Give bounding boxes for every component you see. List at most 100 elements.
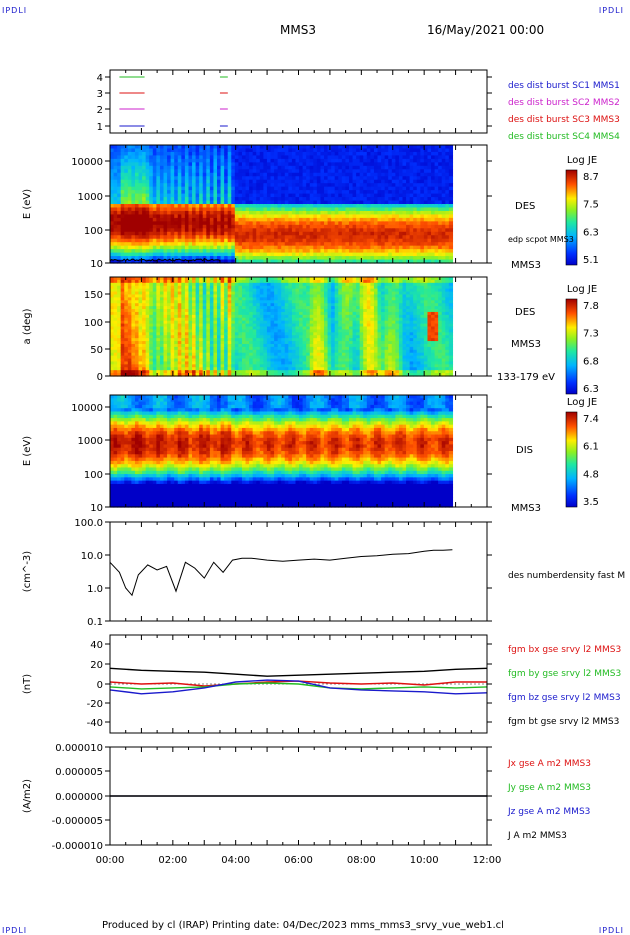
- heatmap-cell: [156, 259, 161, 264]
- heatmap-cell: [259, 228, 264, 233]
- heatmap-cell: [174, 190, 179, 195]
- heatmap-cell: [231, 338, 236, 342]
- heatmap-cell: [249, 279, 254, 284]
- heatmap-cell: [163, 204, 168, 209]
- heatmap-cell: [124, 343, 129, 348]
- heatmap-cell: [188, 176, 193, 181]
- heatmap-cell: [266, 277, 272, 281]
- heatmap-cell: [231, 306, 236, 310]
- heatmap-cell: [291, 238, 297, 243]
- heatmap-cell: [256, 242, 261, 247]
- heatmap-cell: [199, 151, 204, 157]
- heatmap-cell: [270, 259, 275, 264]
- heatmap-cell: [195, 256, 200, 261]
- heatmap-cell: [274, 364, 279, 368]
- heatmap-cell: [224, 197, 229, 202]
- heatmap-cell: [249, 320, 254, 325]
- heatmap-cell: [202, 210, 207, 216]
- heatmap-cell: [241, 364, 247, 368]
- heatmap-cell: [217, 343, 222, 348]
- heatmap-cell: [120, 190, 125, 195]
- heatmap-cell: [113, 352, 118, 357]
- heatmap-cell: [288, 165, 293, 170]
- heatmap-cell: [384, 186, 389, 191]
- heatmap-cell: [188, 221, 193, 226]
- heatmap-cell: [124, 291, 129, 296]
- heatmap-cell: [138, 346, 143, 351]
- heatmap-cell: [120, 224, 125, 229]
- heatmap-cell: [398, 228, 404, 233]
- heatmap-cell: [231, 320, 236, 325]
- heatmap-cell: [309, 256, 314, 261]
- heatmap-cell: [120, 364, 125, 368]
- heatmap-cell: [174, 176, 179, 181]
- heatmap-cell: [238, 317, 243, 322]
- heatmap-cell: [274, 176, 279, 181]
- heatmap-cell: [398, 221, 404, 226]
- heatmap-cell: [238, 277, 243, 281]
- heatmap-cell: [234, 158, 240, 163]
- heatmap-cell: [438, 158, 443, 163]
- heatmap-cell: [309, 162, 314, 167]
- heatmap-cell: [324, 200, 329, 205]
- heatmap-cell: [170, 291, 175, 296]
- heatmap-cell: [209, 314, 215, 319]
- heatmap-cell: [152, 326, 157, 331]
- heatmap-cell: [113, 252, 118, 257]
- heatmap-cell: [263, 335, 268, 339]
- heatmap-cell: [245, 343, 250, 348]
- heatmap-cell: [345, 145, 350, 150]
- heatmap-cell: [241, 300, 247, 304]
- heatmap-cell: [395, 151, 400, 157]
- heatmap-cell: [220, 249, 225, 254]
- heatmap-cell: [127, 214, 133, 219]
- heatmap-cell: [131, 285, 136, 290]
- heatmap-cell: [134, 346, 140, 351]
- heatmap-cell: [402, 204, 407, 209]
- heatmap-cell: [145, 317, 150, 322]
- heatmap-cell: [124, 204, 129, 209]
- heatmap-cell: [156, 329, 161, 333]
- heatmap-cell: [156, 320, 161, 325]
- heatmap-cell: [274, 190, 279, 195]
- heatmap-cell: [391, 193, 396, 198]
- heatmap-cell: [159, 349, 165, 354]
- heatmap-cell: [199, 200, 204, 205]
- heatmap-cell: [156, 277, 161, 281]
- heatmap-cell: [177, 317, 182, 322]
- heatmap-cell: [167, 373, 172, 377]
- heatmap-cell: [288, 256, 293, 261]
- heatmap-cell: [434, 235, 439, 240]
- heatmap-cell: [349, 176, 354, 181]
- heatmap-cell: [142, 200, 147, 205]
- heatmap-cell: [202, 249, 207, 254]
- heatmap-cell: [138, 300, 143, 304]
- heatmap-cell: [402, 249, 407, 254]
- heatmap-cell: [402, 221, 407, 226]
- heatmap-cell: [142, 346, 147, 351]
- heatmap-cell: [266, 162, 272, 167]
- heatmap-cell: [252, 245, 257, 250]
- heatmap-cell: [277, 238, 282, 243]
- heatmap-cell: [363, 155, 368, 160]
- heatmap-cell: [309, 231, 314, 236]
- heatmap-cell: [249, 338, 254, 342]
- heatmap-cell: [188, 294, 193, 298]
- heatmap-cell: [110, 314, 115, 319]
- heatmap-cell: [152, 370, 157, 374]
- heatmap-cell: [306, 249, 311, 254]
- heatmap-cell: [277, 252, 282, 257]
- heatmap-cell: [316, 190, 322, 195]
- heatmap-cell: [184, 294, 190, 298]
- heatmap-cell: [209, 210, 215, 216]
- heatmap-cell: [256, 277, 261, 281]
- heatmap-cell: [274, 314, 279, 319]
- heatmap-cell: [327, 162, 332, 167]
- heatmap-cell: [192, 320, 197, 325]
- heatmap-cell: [420, 176, 425, 181]
- heatmap-cell: [252, 282, 257, 287]
- heatmap-cell: [174, 179, 179, 184]
- heatmap-cell: [431, 145, 436, 150]
- heatmap-cell: [127, 288, 133, 293]
- heatmap-cell: [127, 279, 133, 284]
